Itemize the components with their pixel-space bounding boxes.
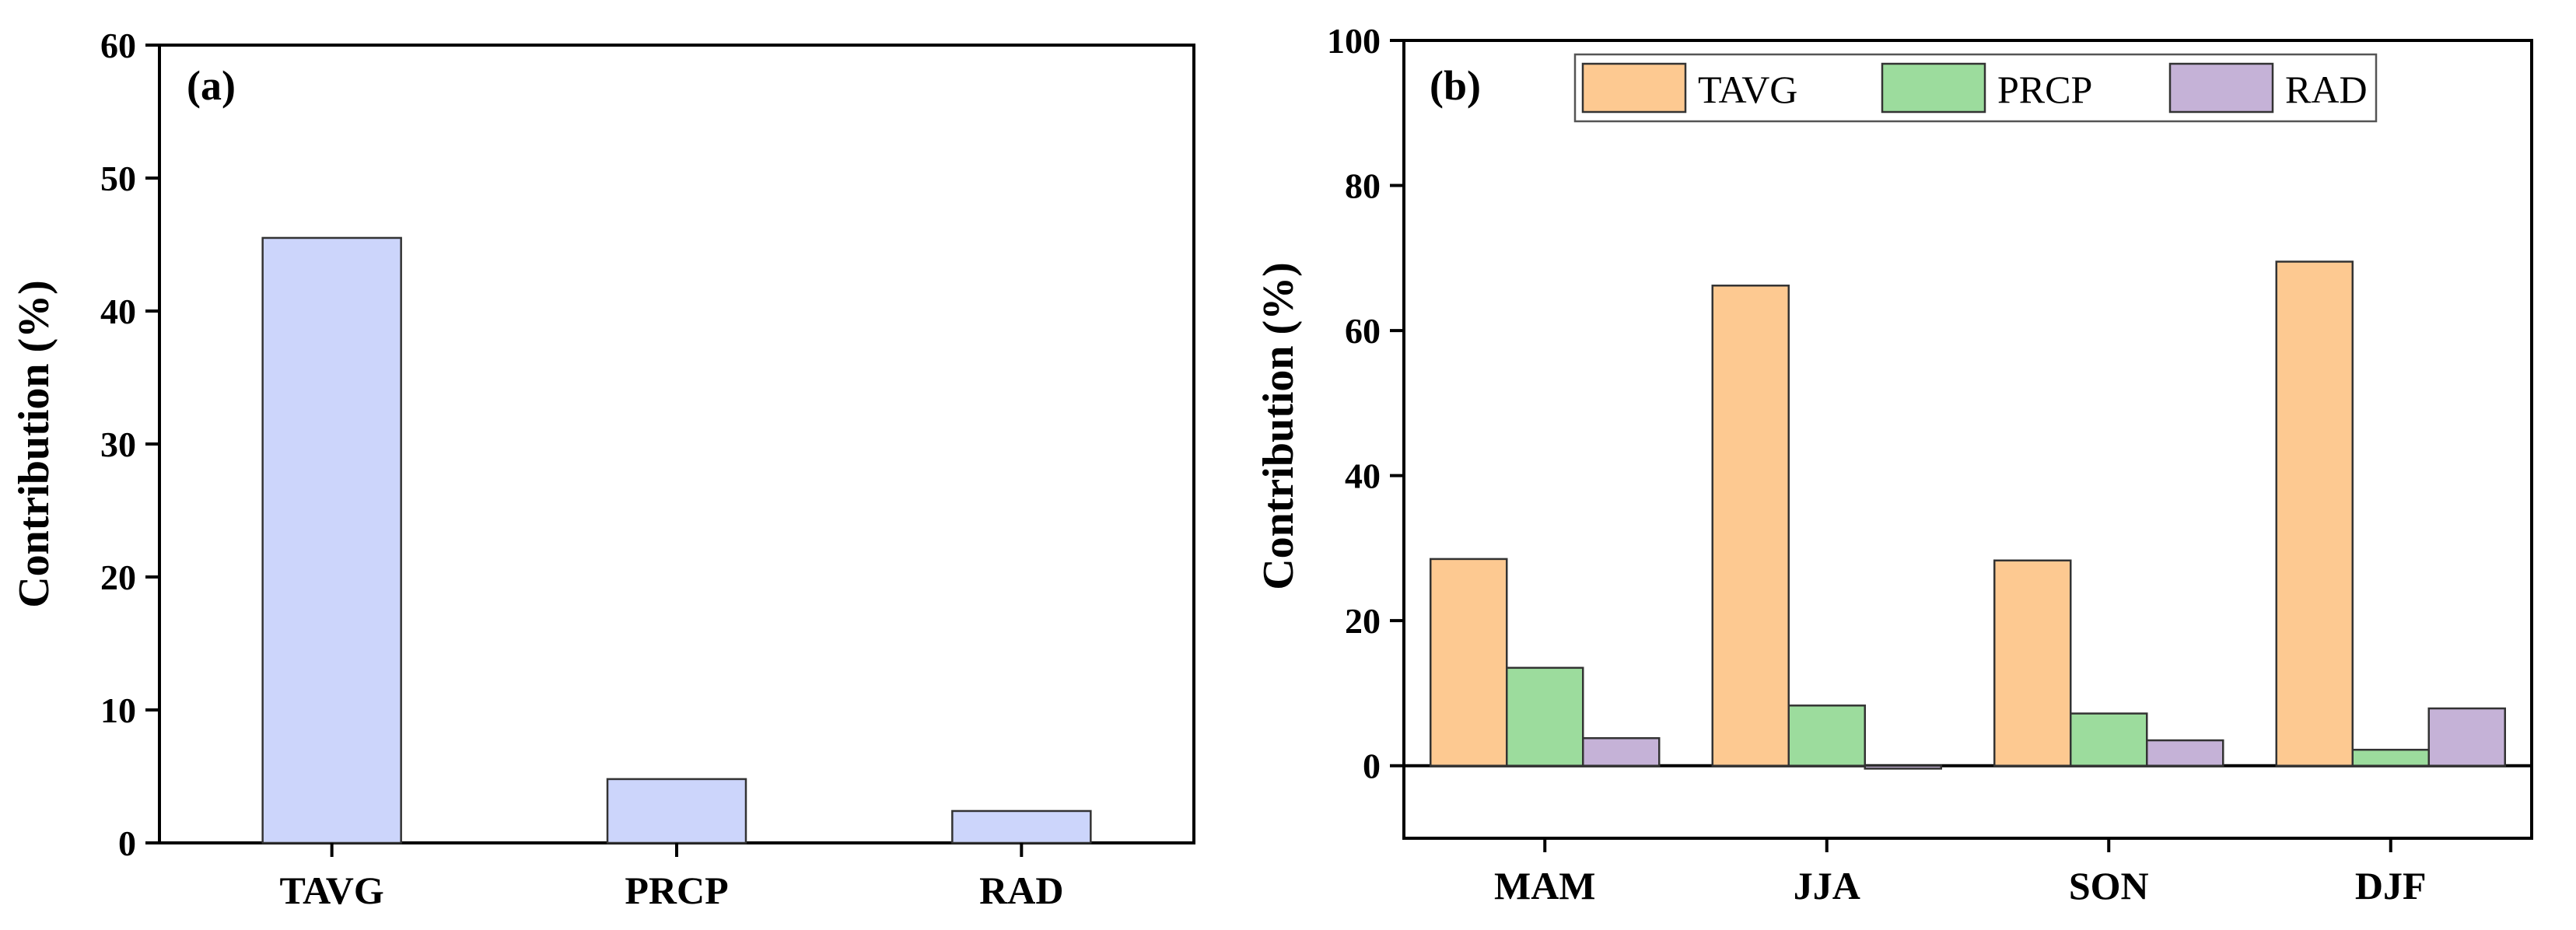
bar-b-mam-rad: [1582, 737, 1661, 767]
x-tick-label-a-rad: RAD: [979, 869, 1063, 912]
bar-a-prcp: [606, 778, 747, 844]
bar-b-jja-tavg: [1711, 285, 1790, 767]
panel-label-a: (a): [187, 62, 236, 109]
panel-label-b: (b): [1430, 62, 1481, 109]
y-tick-label-b-60: 60: [1345, 311, 1381, 351]
bar-a-tavg: [261, 236, 402, 844]
bar-b-son-tavg: [1993, 559, 2072, 767]
legend-label-tavg: TAVG: [1698, 68, 1797, 111]
bar-b-djf-tavg: [2275, 260, 2354, 767]
x-tick-label-a-tavg: TAVG: [280, 869, 384, 912]
x-tick-label-b-jja: JJA: [1794, 864, 1860, 907]
x-axis-labels-a: TAVG PRCP RAD: [280, 843, 1063, 912]
y-tick-label-a-20: 20: [100, 558, 136, 597]
bar-b-djf-rad: [2427, 707, 2506, 767]
y-tick-label-a-10: 10: [100, 691, 136, 730]
x-axis-labels-b: MAM JJA SON DJF: [1494, 838, 2427, 907]
bar-b-jja-rad: [1864, 764, 1942, 770]
y-tick-label-a-40: 40: [100, 292, 136, 331]
x-tick-label-a-prcp: PRCP: [625, 869, 728, 912]
bar-b-son-prcp: [2070, 712, 2148, 767]
legend-b: TAVG PRCP RAD: [1573, 53, 2378, 123]
y-axis-ticks-a: 0 10 20 30 40 50 60: [100, 26, 159, 863]
chart-panel-a: (a) Contribution (%) 0 10 20 30 40 50 60 TAVG P…: [10, 26, 1195, 912]
legend-swatch-rad: [2168, 62, 2274, 114]
bars-b: [1430, 260, 2506, 770]
y-axis-title-a: Contribution (%): [10, 280, 58, 608]
legend-label-prcp: PRCP: [1997, 68, 2092, 111]
bar-a-rad: [951, 809, 1092, 844]
bars-a: [261, 236, 1092, 844]
y-tick-label-b-80: 80: [1345, 166, 1381, 206]
x-tick-label-b-son: SON: [2069, 864, 2149, 907]
legend-swatch-prcp: [1881, 62, 1986, 114]
bar-b-son-rad: [2146, 739, 2224, 767]
x-tick-label-b-djf: DJF: [2355, 864, 2427, 907]
x-tick-label-b-mam: MAM: [1494, 864, 1596, 907]
plot-frame-b: [1402, 39, 2533, 840]
y-tick-label-b-20: 20: [1345, 601, 1381, 641]
y-tick-label-a-30: 30: [100, 425, 136, 464]
chart-panel-b: (b) Contribution (%) 0 20 40 60 80 100 MAM JJA…: [1255, 21, 2533, 907]
legend-label-rad: RAD: [2285, 68, 2368, 111]
bar-b-jja-prcp: [1787, 704, 1866, 767]
y-tick-label-a-50: 50: [100, 159, 136, 198]
y-axis-ticks-b: 0 20 40 60 80 100: [1327, 21, 1404, 786]
y-tick-label-b-40: 40: [1345, 456, 1381, 496]
bar-b-mam-tavg: [1430, 558, 1508, 767]
legend-swatch-tavg: [1581, 62, 1687, 114]
y-tick-label-a-0: 0: [118, 823, 136, 863]
y-tick-label-b-0: 0: [1363, 746, 1381, 786]
y-tick-label-a-60: 60: [100, 26, 136, 65]
y-tick-label-b-100: 100: [1327, 21, 1381, 61]
y-axis-title-b: Contribution (%): [1255, 262, 1303, 590]
bar-b-mam-prcp: [1506, 666, 1584, 767]
bar-b-djf-prcp: [2351, 748, 2430, 767]
